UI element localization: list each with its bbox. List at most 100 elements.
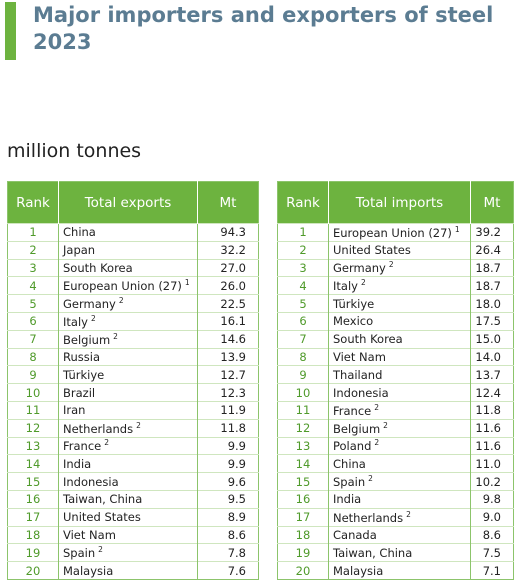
footnote-mark: 2: [90, 313, 96, 323]
value: 13.9: [197, 347, 259, 366]
country: France 2: [328, 400, 471, 420]
country: Japan: [58, 240, 198, 260]
country-name: France: [63, 439, 102, 454]
row: 12 Belgium 2 11.6: [277, 418, 514, 438]
country: France 2: [58, 436, 198, 455]
value: 11.8: [470, 400, 514, 420]
footnote-mark: 2: [374, 438, 380, 448]
rank: 5: [7, 294, 59, 313]
country-name: Germany: [63, 297, 116, 312]
rank: 7: [277, 329, 329, 349]
footnote-mark: 2: [383, 420, 388, 430]
country-name: Malaysia: [333, 563, 384, 578]
row: 20 Malaysia 7.6: [7, 561, 259, 580]
country: Russia: [58, 347, 198, 366]
value: 18.7: [470, 258, 514, 277]
country-name: India: [333, 492, 362, 507]
value: 9.8: [470, 489, 514, 509]
value: 9.5: [197, 489, 259, 509]
rank: 15: [277, 472, 329, 491]
value: 11.8: [197, 418, 259, 438]
value: 26.4: [470, 240, 514, 260]
country: Netherlands 2: [328, 507, 471, 527]
country-name: Russia: [63, 349, 100, 364]
value: 13.7: [470, 365, 514, 384]
footnote-mark: 2: [406, 509, 411, 519]
rank: 11: [7, 400, 59, 420]
rank: 16: [7, 489, 59, 509]
country: South Korea: [328, 329, 471, 349]
value: 18.7: [470, 276, 514, 295]
rank: 4: [277, 276, 329, 295]
country-name: Indonesia: [333, 385, 389, 400]
row: 20 Malaysia 7.1: [277, 561, 514, 580]
column-header: Total imports: [328, 181, 471, 224]
rank: 19: [7, 543, 59, 562]
value: 18.0: [470, 294, 514, 313]
value: 11.6: [470, 418, 514, 438]
row: 5 Germany 2 22.5: [7, 294, 259, 313]
country: Mexico: [328, 311, 471, 331]
rank: 14: [7, 454, 59, 473]
rank: 13: [277, 436, 329, 455]
rank: 20: [277, 561, 329, 580]
value: 32.2: [197, 240, 259, 260]
country: European Union (27) 1: [328, 223, 471, 242]
rank: 2: [7, 240, 59, 260]
country: Viet Nam: [328, 347, 471, 366]
row: 2 United States 26.4: [277, 240, 514, 260]
column-header: Total exports: [58, 181, 198, 224]
row: 13 Poland 2 11.6: [277, 436, 514, 455]
country-name: China: [333, 456, 366, 471]
country: Germany 2: [58, 294, 198, 313]
value: 11.0: [470, 454, 514, 473]
value: 39.2: [470, 223, 514, 242]
accent-bar: [5, 2, 16, 60]
value: 27.0: [197, 258, 259, 277]
country: Canada: [328, 525, 471, 544]
row: 19 Taiwan, China 7.5: [277, 543, 514, 562]
value: 22.5: [197, 294, 259, 313]
column-header: Rank: [277, 181, 329, 224]
footnote-mark: 2: [113, 331, 118, 341]
rank: 1: [7, 223, 59, 242]
country-name: United States: [63, 510, 141, 525]
country: China: [328, 454, 471, 473]
country-name: South Korea: [63, 260, 133, 275]
country-name: Poland: [333, 439, 372, 454]
rank: 3: [277, 258, 329, 277]
value: 12.4: [470, 383, 514, 402]
country: Germany 2: [328, 258, 471, 277]
country-name: Netherlands: [63, 421, 134, 436]
footnote-mark: 2: [360, 278, 366, 288]
country-name: China: [63, 225, 96, 240]
rank: 9: [7, 365, 59, 384]
country: Italy 2: [328, 276, 471, 295]
country-name: Viet Nam: [63, 527, 116, 542]
country-name: Malaysia: [63, 563, 114, 578]
rank: 1: [277, 223, 329, 242]
value: 8.9: [197, 507, 259, 527]
country: Taiwan, China: [328, 543, 471, 562]
unit: million tonnes: [7, 140, 142, 162]
country: Netherlands 2: [58, 418, 198, 438]
country: China: [58, 223, 198, 242]
country-name: Germany: [333, 261, 386, 276]
country-name: Taiwan, China: [333, 545, 413, 560]
value: 17.5: [470, 311, 514, 331]
footnote-mark: 1: [454, 224, 460, 234]
row: 14 China 11.0: [277, 454, 514, 473]
footnote-mark: 2: [388, 260, 394, 270]
country-name: Indonesia: [63, 474, 119, 489]
row: 15 Indonesia 9.6: [7, 472, 259, 491]
country: Malaysia: [58, 561, 198, 580]
value: 16.1: [197, 311, 259, 331]
column-header: Mt: [197, 181, 259, 224]
row: 8 Viet Nam 14.0: [277, 347, 514, 366]
country-name: South Korea: [333, 332, 403, 347]
country: Poland 2: [328, 436, 471, 455]
row: 11 Iran 11.9: [7, 400, 259, 420]
value: 9.9: [197, 454, 259, 473]
footnote-mark: 2: [368, 474, 373, 484]
country: Thailand: [328, 365, 471, 384]
